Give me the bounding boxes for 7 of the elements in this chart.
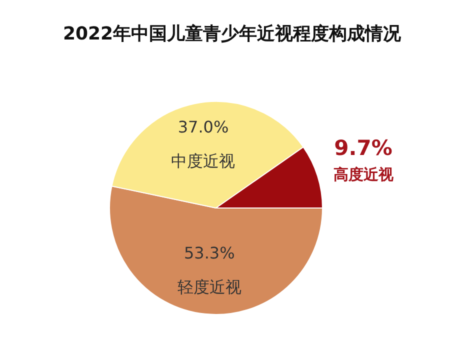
- slice-label: 中度近视: [171, 152, 236, 171]
- data-label: 9.7%: [334, 136, 392, 160]
- slice-label: 高度近视: [333, 166, 394, 184]
- chart-title: 2022年中国儿童青少年近视程度构成情况: [62, 24, 402, 45]
- data-label: 37.0%: [178, 118, 229, 137]
- slice-label: 轻度近视: [177, 278, 242, 297]
- data-label: 53.3%: [184, 244, 235, 263]
